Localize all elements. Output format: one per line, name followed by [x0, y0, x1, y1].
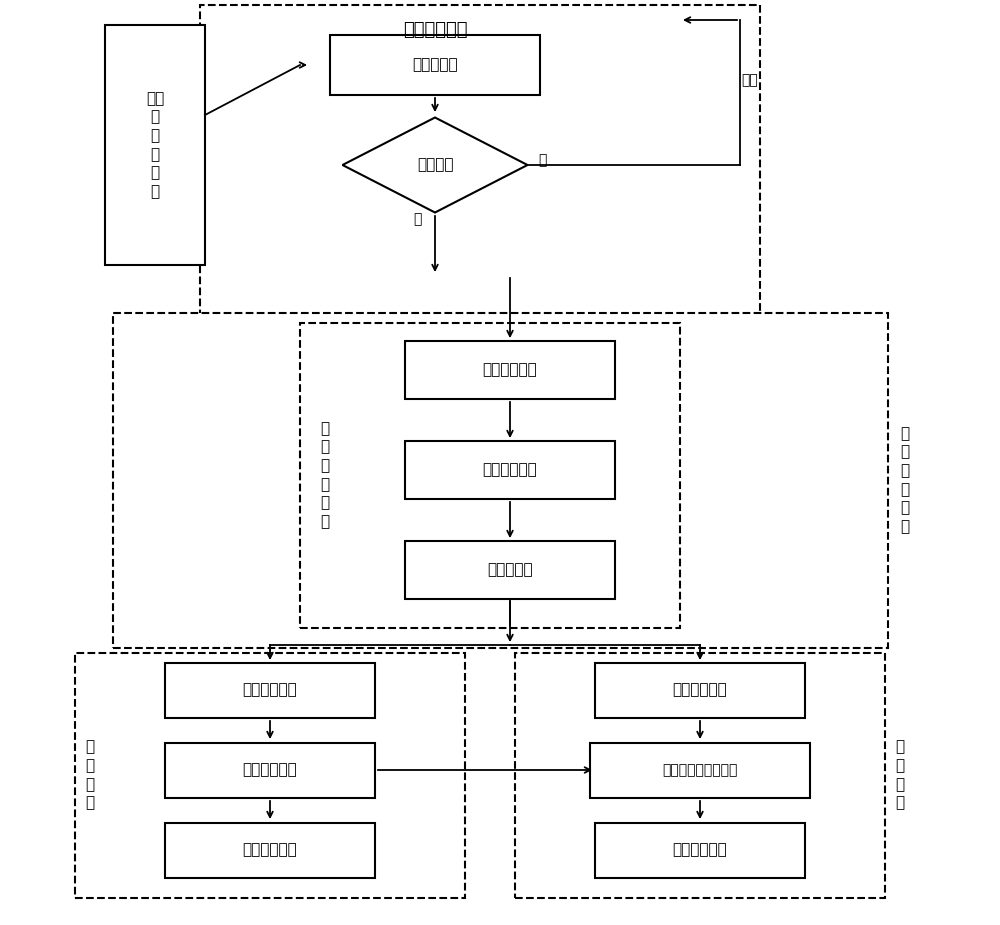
Text: 去除小区域: 去除小区域: [487, 562, 533, 577]
Text: 读取
和
显
示
图
像: 读取 和 显 示 图 像: [146, 91, 164, 199]
Bar: [105, 25, 205, 265]
Text: 图
像
精
确
识
别: 图 像 精 确 识 别: [900, 426, 910, 534]
Bar: [595, 822, 805, 878]
Bar: [590, 743, 810, 797]
Bar: [405, 541, 615, 599]
Bar: [75, 652, 465, 897]
Text: 形
状
判
断: 形 状 判 断: [895, 740, 905, 810]
Bar: [165, 743, 375, 797]
Text: 图像粗扫描: 图像粗扫描: [412, 57, 458, 72]
Text: 否: 否: [538, 153, 547, 167]
Text: 退出: 退出: [742, 73, 758, 87]
Text: 图像阈値分割: 图像阈値分割: [483, 363, 537, 377]
Bar: [200, 5, 760, 325]
Text: 图像区域标记: 图像区域标记: [673, 683, 727, 697]
Bar: [330, 35, 540, 95]
Text: 图像快速识别: 图像快速识别: [403, 21, 467, 39]
Bar: [405, 341, 615, 399]
Polygon shape: [342, 117, 528, 213]
Text: 火焰形状判断: 火焰形状判断: [673, 843, 727, 857]
Text: 去除干扰因素: 去除干扰因素: [243, 843, 297, 857]
Text: 火焰边界阈値: 火焰边界阈値: [243, 683, 297, 697]
Bar: [165, 822, 375, 878]
Text: 火焰边界提取: 火焰边界提取: [243, 762, 297, 778]
Text: 计算火焰面积、周长: 计算火焰面积、周长: [662, 763, 738, 777]
Text: 是: 是: [413, 212, 421, 226]
Text: 有火嫌痑: 有火嫌痑: [417, 157, 453, 172]
Bar: [300, 323, 680, 627]
Bar: [595, 662, 805, 718]
Bar: [405, 441, 615, 499]
Text: 图像区域标记: 图像区域标记: [483, 462, 537, 477]
Text: 颜
色
判
断: 颜 色 判 断: [85, 740, 95, 810]
Bar: [112, 313, 888, 648]
Bar: [515, 652, 885, 897]
Bar: [165, 662, 375, 718]
Text: 青
景
区
域
去
除: 青 景 区 域 去 除: [320, 421, 330, 529]
